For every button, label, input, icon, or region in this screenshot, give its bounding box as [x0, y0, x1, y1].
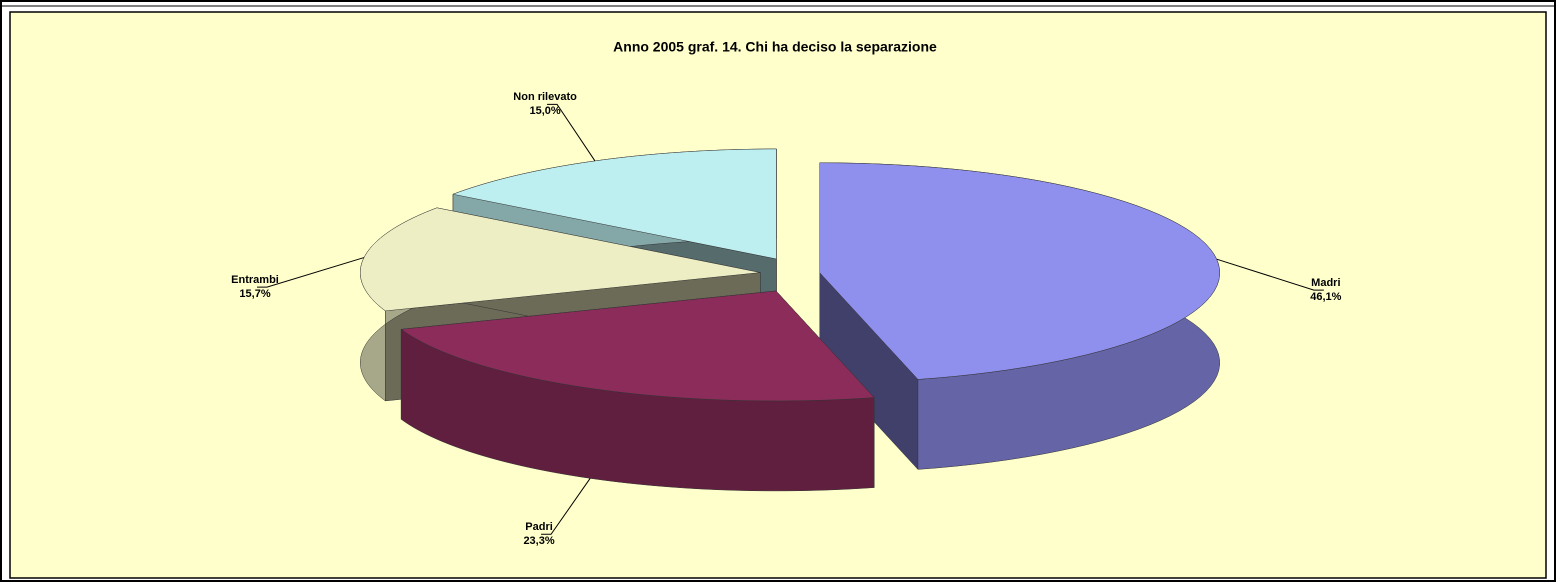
pie-slice [400, 290, 875, 492]
data-label-value: 15,0% [529, 105, 560, 117]
chart-title: Anno 2005 graf. 14. Chi ha deciso la sep… [613, 39, 937, 55]
leader-line [257, 257, 365, 288]
slice-top [400, 290, 875, 402]
data-label-category: Madri [1311, 277, 1340, 289]
leader-line [547, 103, 596, 162]
data-label-category: Non rilevato [513, 91, 577, 103]
data-label-category: Entrambi [231, 274, 279, 286]
data-label-category: Padri [525, 521, 553, 533]
leader-line [1216, 258, 1324, 291]
pie-slice [819, 162, 1220, 471]
leader-line [541, 478, 591, 535]
data-label-value: 23,3% [523, 535, 554, 547]
data-label-value: 46,1% [1310, 291, 1341, 303]
data-label-value: 15,7% [239, 288, 270, 300]
